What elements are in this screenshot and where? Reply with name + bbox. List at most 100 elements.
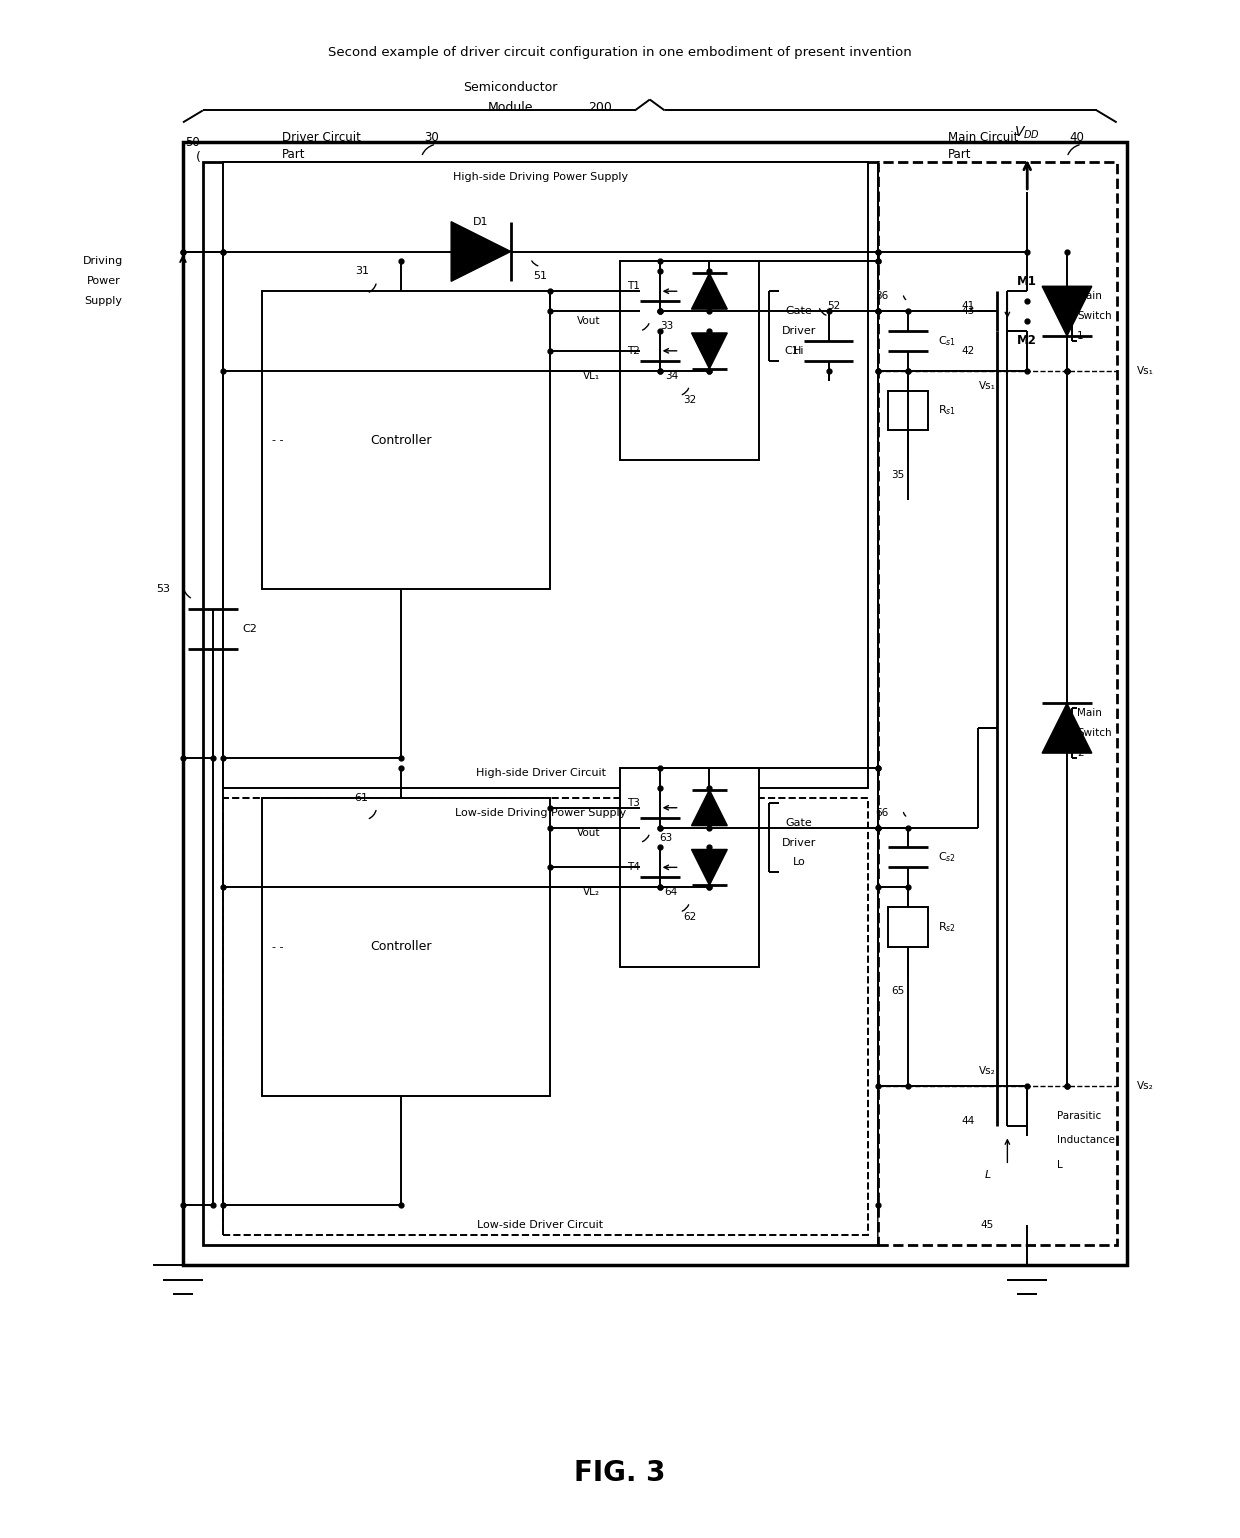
Bar [888, 907, 928, 947]
Text: Low-side Driving Power Supply: Low-side Driving Power Supply [455, 807, 626, 818]
Text: T4: T4 [627, 863, 640, 872]
Text: Driving: Driving [83, 257, 124, 266]
Text: Module: Module [489, 102, 533, 114]
Text: $V_{DD}$: $V_{DD}$ [1014, 125, 1040, 140]
Text: 52: 52 [827, 301, 841, 311]
Text: 64: 64 [665, 887, 678, 897]
Text: D1: D1 [474, 217, 489, 226]
Bar [203, 161, 878, 1244]
Bar [263, 291, 551, 589]
Polygon shape [692, 274, 728, 309]
Text: - -: - - [273, 435, 284, 444]
Text: C$_{s1}$: C$_{s1}$ [937, 334, 956, 348]
Text: 65: 65 [892, 986, 905, 997]
Text: Low-side Driver Circuit: Low-side Driver Circuit [477, 1220, 604, 1230]
Text: Gate: Gate [785, 818, 812, 827]
Text: C$_{s2}$: C$_{s2}$ [937, 851, 956, 864]
Text: Vs₁: Vs₁ [980, 380, 996, 391]
Text: 30: 30 [424, 131, 439, 143]
Polygon shape [1042, 286, 1091, 335]
Bar [620, 261, 759, 460]
Polygon shape [692, 849, 728, 886]
Text: Part: Part [947, 148, 971, 160]
Text: 35: 35 [892, 471, 905, 480]
Text: M1: M1 [1017, 275, 1037, 288]
Text: VL₁: VL₁ [583, 371, 600, 381]
Text: L: L [1056, 1160, 1063, 1170]
Text: Main: Main [1076, 291, 1102, 301]
Bar [223, 161, 868, 787]
Text: C1: C1 [784, 346, 799, 355]
Text: T1: T1 [627, 281, 640, 291]
Text: M2: M2 [1017, 334, 1037, 348]
Text: 63: 63 [660, 832, 673, 843]
Text: Vout: Vout [577, 827, 600, 838]
Text: Second example of driver circuit configuration in one embodiment of present inve: Second example of driver circuit configu… [329, 46, 911, 60]
Text: Main Circuit: Main Circuit [947, 131, 1018, 143]
Text: Driver: Driver [781, 838, 816, 847]
Text: L: L [985, 1170, 991, 1180]
Text: 31: 31 [355, 266, 368, 277]
Text: T3: T3 [627, 798, 640, 807]
Text: High-side Driving Power Supply: High-side Driving Power Supply [453, 172, 629, 181]
Text: Part: Part [283, 148, 306, 160]
Polygon shape [1042, 703, 1091, 754]
Text: 36: 36 [875, 291, 888, 301]
Text: High-side Driver Circuit: High-side Driver Circuit [475, 767, 605, 778]
Text: 40: 40 [1069, 131, 1084, 143]
Text: 44: 44 [961, 1115, 975, 1126]
Bar [878, 161, 1117, 1244]
Text: 50: 50 [186, 135, 201, 149]
Text: 66: 66 [875, 807, 888, 818]
Bar [620, 767, 759, 967]
Text: Driver Circuit: Driver Circuit [283, 131, 361, 143]
Text: Gate: Gate [785, 306, 812, 317]
Text: R$_{s2}$: R$_{s2}$ [937, 920, 956, 934]
Text: Driver: Driver [781, 326, 816, 335]
Polygon shape [692, 332, 728, 369]
Text: Switch: Switch [1076, 311, 1111, 321]
Text: Vout: Vout [577, 315, 600, 326]
Text: Lo: Lo [792, 857, 805, 867]
Text: 1: 1 [1076, 331, 1084, 341]
Bar [184, 141, 1127, 1264]
Text: Semiconductor: Semiconductor [464, 82, 558, 94]
Text: 41: 41 [961, 301, 975, 311]
Polygon shape [692, 791, 728, 826]
Text: 42: 42 [961, 346, 975, 355]
Text: C2: C2 [243, 624, 258, 634]
Text: 43: 43 [961, 306, 975, 317]
Text: 53: 53 [156, 584, 170, 594]
Text: Supply: Supply [84, 297, 123, 306]
Bar [263, 798, 551, 1095]
Text: 2: 2 [1076, 747, 1084, 758]
Text: 51: 51 [533, 271, 548, 281]
Text: VL₂: VL₂ [583, 887, 600, 897]
Polygon shape [451, 221, 511, 281]
Text: Switch: Switch [1076, 727, 1111, 738]
Bar [223, 798, 868, 1235]
Text: 45: 45 [981, 1220, 994, 1230]
Text: R$_{s1}$: R$_{s1}$ [937, 403, 956, 417]
Text: Controller: Controller [371, 940, 433, 954]
Text: FIG. 3: FIG. 3 [574, 1460, 666, 1487]
Text: - -: - - [273, 941, 284, 952]
Text: Vs₁: Vs₁ [1137, 366, 1153, 375]
Text: Vs₂: Vs₂ [980, 1066, 996, 1077]
Bar [888, 391, 928, 431]
Text: 62: 62 [683, 912, 696, 921]
Text: 32: 32 [683, 395, 696, 406]
Text: Hi: Hi [794, 346, 805, 355]
Text: Main: Main [1076, 709, 1102, 718]
Text: T2: T2 [627, 346, 640, 355]
Text: Inductance: Inductance [1056, 1135, 1115, 1146]
Text: (: ( [196, 151, 201, 163]
Text: 61: 61 [355, 792, 368, 803]
Text: 33: 33 [660, 321, 673, 331]
Text: 200: 200 [588, 102, 613, 114]
Text: Parasitic: Parasitic [1056, 1110, 1101, 1121]
Text: Power: Power [87, 277, 120, 286]
Text: Controller: Controller [371, 434, 433, 446]
Text: Vs₂: Vs₂ [1137, 1081, 1153, 1090]
Text: 34: 34 [665, 371, 678, 381]
